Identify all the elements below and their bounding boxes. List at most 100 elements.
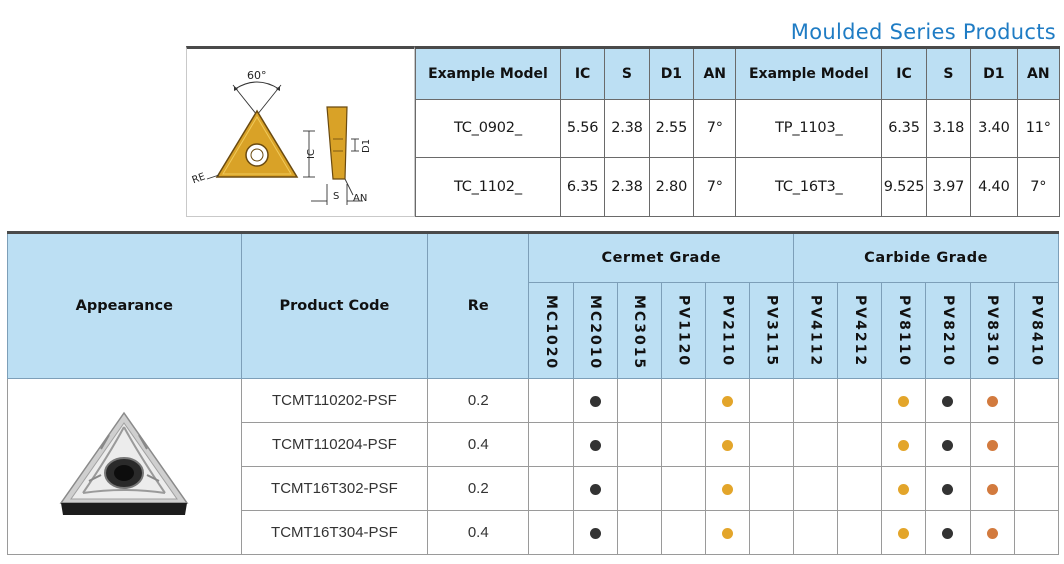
grade-label: PV8310 — [984, 295, 1001, 368]
grade-cell — [969, 378, 1015, 423]
grade-header: PV8210 — [925, 282, 971, 379]
grade-cell — [748, 422, 795, 467]
grade-cell — [748, 466, 795, 511]
grade-header: PV3115 — [748, 282, 795, 379]
grade-label: MC3015 — [631, 295, 648, 371]
grade-cell — [793, 422, 839, 467]
grade-label: PV1120 — [675, 295, 692, 368]
availability-dot-gold — [721, 527, 733, 539]
grade-cell — [616, 422, 662, 467]
spec-cell: 2.55 — [648, 98, 695, 159]
series-title: Moulded Series Products — [790, 20, 1056, 44]
grade-cell — [528, 378, 574, 423]
grade-cell — [572, 466, 618, 511]
grade-cell — [748, 510, 795, 555]
table-row: TCMT16T302-PSF 0.2 — [8, 466, 1060, 511]
table-row: TCMT110204-PSF 0.4 — [8, 422, 1060, 467]
grade-cell — [1013, 510, 1060, 555]
carbide-grade-header: Carbide Grade — [793, 232, 1059, 283]
spec-header: D1 — [970, 47, 1018, 100]
table-row: TCMT16T304-PSF 0.4 — [8, 510, 1060, 555]
availability-dot-gold — [898, 483, 910, 495]
grade-header: MC2010 — [572, 282, 618, 379]
availability-dot-black — [589, 527, 601, 539]
re-cell: 0.4 — [427, 422, 530, 467]
grade-label: PV8410 — [1028, 295, 1045, 368]
cermet-grade-header: Cermet Grade — [528, 232, 795, 283]
grade-cell — [528, 510, 574, 555]
spec-header: AN — [1016, 47, 1061, 100]
grade-header: PV4212 — [837, 282, 883, 379]
grade-cell — [1013, 378, 1060, 423]
grade-cell — [1013, 466, 1060, 511]
an-label: AN — [353, 193, 367, 204]
grade-cell — [1013, 422, 1060, 467]
grade-label: PV4212 — [851, 295, 868, 368]
availability-dot-gold — [898, 395, 910, 407]
table-row: TCMT110202-PSF 0.2 — [7, 378, 1060, 555]
grade-cell — [572, 510, 618, 555]
availability-dot-copper — [986, 395, 998, 407]
grade-cell — [528, 422, 574, 467]
availability-dot-black — [942, 483, 954, 495]
availability-dot-black — [942, 395, 954, 407]
spec-cell: 11° — [1016, 98, 1061, 159]
grade-cell — [660, 422, 706, 467]
grade-cell — [837, 510, 883, 555]
grade-cell — [881, 378, 927, 423]
angle-label: 60° — [247, 69, 267, 82]
spec-cell: TC_16T3_ — [735, 157, 883, 217]
spec-cell: 6.35 — [881, 98, 927, 159]
grade-label: PV3115 — [763, 295, 780, 368]
grade-cell — [616, 378, 662, 423]
grade-header: PV4112 — [793, 282, 839, 379]
grade-label: PV4112 — [807, 295, 824, 368]
availability-dot-black — [589, 439, 601, 451]
grade-cell — [881, 510, 927, 555]
grade-cell — [881, 466, 927, 511]
spec-cell: 6.35 — [559, 157, 606, 217]
grade-cell — [660, 466, 706, 511]
grade-label: MC2010 — [587, 295, 604, 371]
availability-dot-black — [589, 395, 601, 407]
grade-label: MC1020 — [542, 295, 559, 371]
group-header-row: Appearance Product Code Re Cermet Grade … — [7, 232, 1059, 379]
grade-header: MC1020 — [528, 282, 574, 379]
grade-header: MC3015 — [616, 282, 662, 379]
spec-header: IC — [881, 47, 927, 100]
availability-dot-copper — [986, 439, 998, 451]
re-label: RE — [191, 171, 207, 186]
grade-cell — [616, 510, 662, 555]
grade-header: PV8110 — [881, 282, 927, 379]
grade-cell — [969, 510, 1015, 555]
grade-cell — [969, 422, 1015, 467]
grade-cell — [704, 422, 750, 467]
grade-header: PV8310 — [969, 282, 1015, 379]
grade-label: PV8210 — [939, 295, 956, 368]
grade-cell — [925, 466, 971, 511]
availability-dot-gold — [898, 439, 910, 451]
grade-cell — [925, 510, 971, 555]
grade-cell — [793, 378, 839, 423]
grade-header: PV8410 — [1013, 282, 1060, 379]
grade-cell — [925, 422, 971, 467]
grade-cell — [748, 378, 795, 423]
grade-cell — [793, 510, 839, 555]
insert-diagram: 60° RE IC D1 — [186, 46, 415, 217]
availability-dot-black — [942, 439, 954, 451]
grade-label: PV8110 — [895, 295, 912, 368]
grade-cell — [572, 422, 618, 467]
grade-cell — [793, 466, 839, 511]
spec-section: 60° RE IC D1 — [186, 46, 1061, 217]
grade-cell — [616, 466, 662, 511]
spec-cell: 2.38 — [604, 98, 650, 159]
spec-row: TC_1102_ 6.35 2.38 2.80 7° TC_16T3_ 9.52… — [415, 157, 1061, 217]
availability-dot-black — [942, 527, 954, 539]
availability-dot-gold — [721, 439, 733, 451]
spec-header-row: Example Model IC S D1 AN Example Model I… — [415, 47, 1061, 100]
ic-label: IC — [306, 149, 317, 159]
spec-cell: 2.80 — [648, 157, 695, 217]
insert-appearance-cell — [7, 378, 242, 555]
product-code-cell: TCMT16T302-PSF — [240, 466, 429, 511]
spec-row: TC_0902_ 5.56 2.38 2.55 7° TP_1103_ 6.35… — [415, 98, 1061, 159]
